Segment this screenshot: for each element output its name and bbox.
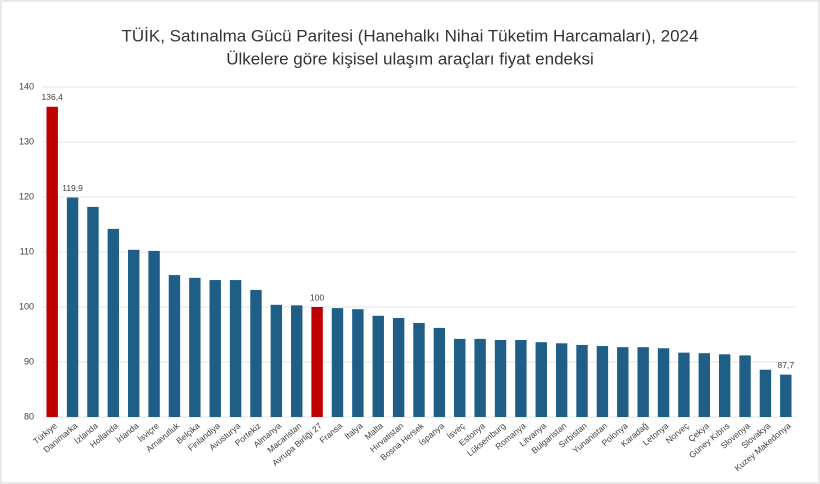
bar — [311, 307, 323, 417]
bar — [515, 340, 527, 417]
bar — [657, 348, 670, 417]
bar — [270, 304, 283, 417]
bar — [780, 374, 792, 417]
bar — [739, 355, 751, 417]
bar — [433, 327, 446, 417]
value-label: 100 — [310, 292, 324, 302]
bar — [291, 305, 303, 417]
bar — [148, 250, 160, 417]
bar — [372, 315, 384, 417]
y-tick-label: 90 — [24, 356, 34, 366]
y-tick-label: 100 — [19, 301, 34, 311]
bar — [107, 228, 120, 417]
value-label: 119,9 — [62, 183, 83, 193]
chart-title: TÜİK, Satınalma Gücü Paritesi (Hanehalkı… — [122, 26, 699, 45]
bar — [637, 347, 649, 417]
bar — [127, 249, 140, 417]
y-tick-label: 120 — [19, 191, 34, 201]
chart-subtitle: Ülkelere göre kişisel ulaşım araçları fi… — [226, 49, 594, 68]
bar — [46, 106, 58, 418]
bar — [331, 308, 344, 417]
bar — [555, 343, 568, 417]
bar — [718, 354, 731, 417]
bar — [229, 280, 242, 417]
bar — [189, 277, 201, 417]
y-tick-label: 110 — [20, 246, 34, 256]
bar — [209, 280, 221, 417]
bar — [454, 338, 466, 417]
y-tick-label: 140 — [19, 81, 34, 91]
value-label: 87,7 — [778, 360, 795, 370]
bar — [535, 342, 547, 417]
y-tick-label: 80 — [24, 411, 34, 421]
bar — [494, 340, 507, 417]
bar — [250, 289, 262, 417]
bar — [474, 338, 486, 417]
bar — [596, 346, 609, 417]
bar — [759, 369, 772, 417]
bar — [392, 318, 405, 417]
bar — [617, 347, 629, 417]
bar — [352, 309, 364, 417]
value-label: 136,4 — [42, 92, 64, 102]
bar — [576, 344, 588, 417]
bar — [87, 206, 99, 417]
bar — [698, 353, 711, 417]
bar — [66, 197, 79, 417]
bar — [678, 352, 690, 417]
bar — [168, 275, 181, 417]
y-tick-label: 130 — [19, 136, 34, 146]
bar — [413, 322, 425, 417]
